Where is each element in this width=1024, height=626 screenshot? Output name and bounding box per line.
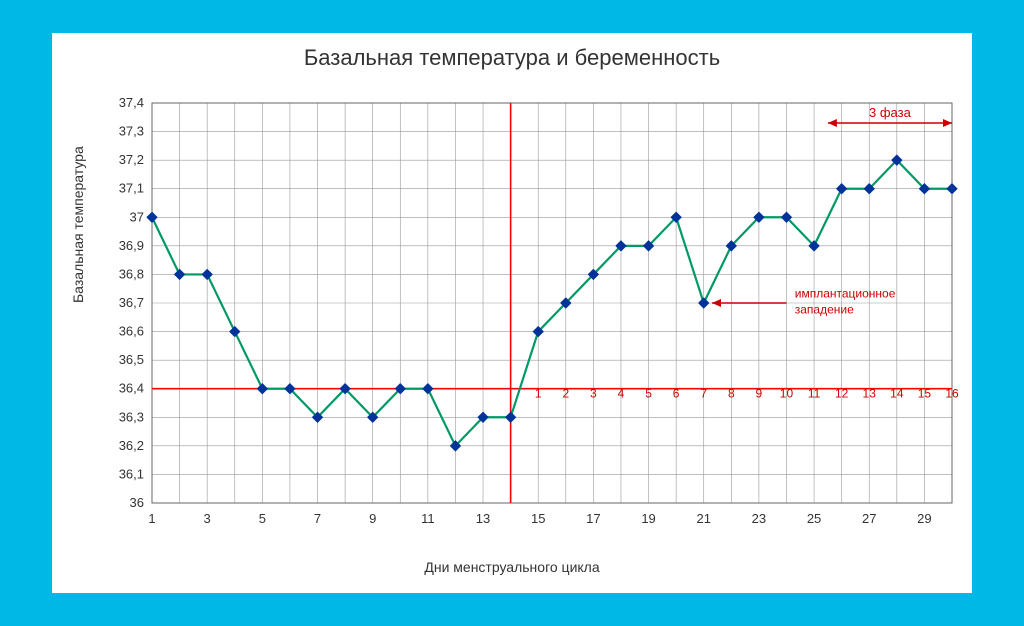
svg-text:27: 27: [862, 511, 876, 526]
svg-text:36,8: 36,8: [119, 266, 144, 281]
svg-text:36,7: 36,7: [119, 295, 144, 310]
svg-text:10: 10: [780, 386, 794, 400]
svg-text:7: 7: [700, 386, 707, 400]
svg-text:37,3: 37,3: [119, 124, 144, 139]
svg-text:2: 2: [562, 386, 569, 400]
svg-text:23: 23: [752, 511, 766, 526]
svg-text:19: 19: [641, 511, 655, 526]
svg-text:25: 25: [807, 511, 821, 526]
svg-text:1: 1: [535, 386, 542, 400]
svg-text:36: 36: [130, 495, 144, 510]
svg-text:6: 6: [673, 386, 680, 400]
svg-text:9: 9: [756, 386, 763, 400]
svg-text:15: 15: [531, 511, 545, 526]
svg-text:17: 17: [586, 511, 600, 526]
svg-text:21: 21: [696, 511, 710, 526]
svg-text:3: 3: [204, 511, 211, 526]
svg-text:9: 9: [369, 511, 376, 526]
plot-area: 3636,136,236,336,436,536,636,736,836,937…: [152, 103, 952, 503]
svg-text:4: 4: [618, 386, 625, 400]
svg-text:36,9: 36,9: [119, 238, 144, 253]
svg-text:14: 14: [890, 386, 904, 400]
svg-text:37,2: 37,2: [119, 152, 144, 167]
svg-text:западение: западение: [795, 302, 854, 316]
svg-text:7: 7: [314, 511, 321, 526]
svg-text:11: 11: [808, 386, 821, 400]
svg-text:36,1: 36,1: [119, 466, 144, 481]
svg-text:37: 37: [130, 209, 144, 224]
svg-text:37,4: 37,4: [119, 95, 144, 110]
svg-text:29: 29: [917, 511, 931, 526]
svg-text:5: 5: [645, 386, 652, 400]
svg-text:1: 1: [148, 511, 155, 526]
svg-text:имплантационное: имплантационное: [795, 286, 896, 300]
svg-text:36,6: 36,6: [119, 324, 144, 339]
svg-text:11: 11: [421, 511, 435, 526]
svg-text:13: 13: [863, 386, 877, 400]
svg-text:8: 8: [728, 386, 735, 400]
x-axis-label: Дни менструального цикла: [52, 559, 972, 575]
svg-text:36,4: 36,4: [119, 381, 144, 396]
y-axis-label: Базальная температура: [70, 146, 86, 303]
svg-text:13: 13: [476, 511, 490, 526]
svg-text:5: 5: [259, 511, 266, 526]
chart-svg: 3636,136,236,336,436,536,636,736,836,937…: [152, 103, 952, 503]
chart-container: Базальная температура и беременность Баз…: [52, 33, 972, 593]
svg-text:16: 16: [945, 386, 959, 400]
svg-text:12: 12: [835, 386, 849, 400]
svg-text:3 фаза: 3 фаза: [869, 105, 912, 120]
svg-text:36,5: 36,5: [119, 352, 144, 367]
svg-text:36,2: 36,2: [119, 438, 144, 453]
chart-title: Базальная температура и беременность: [52, 33, 972, 79]
svg-text:37,1: 37,1: [119, 181, 144, 196]
svg-text:15: 15: [918, 386, 932, 400]
svg-text:36,3: 36,3: [119, 409, 144, 424]
svg-text:3: 3: [590, 386, 597, 400]
